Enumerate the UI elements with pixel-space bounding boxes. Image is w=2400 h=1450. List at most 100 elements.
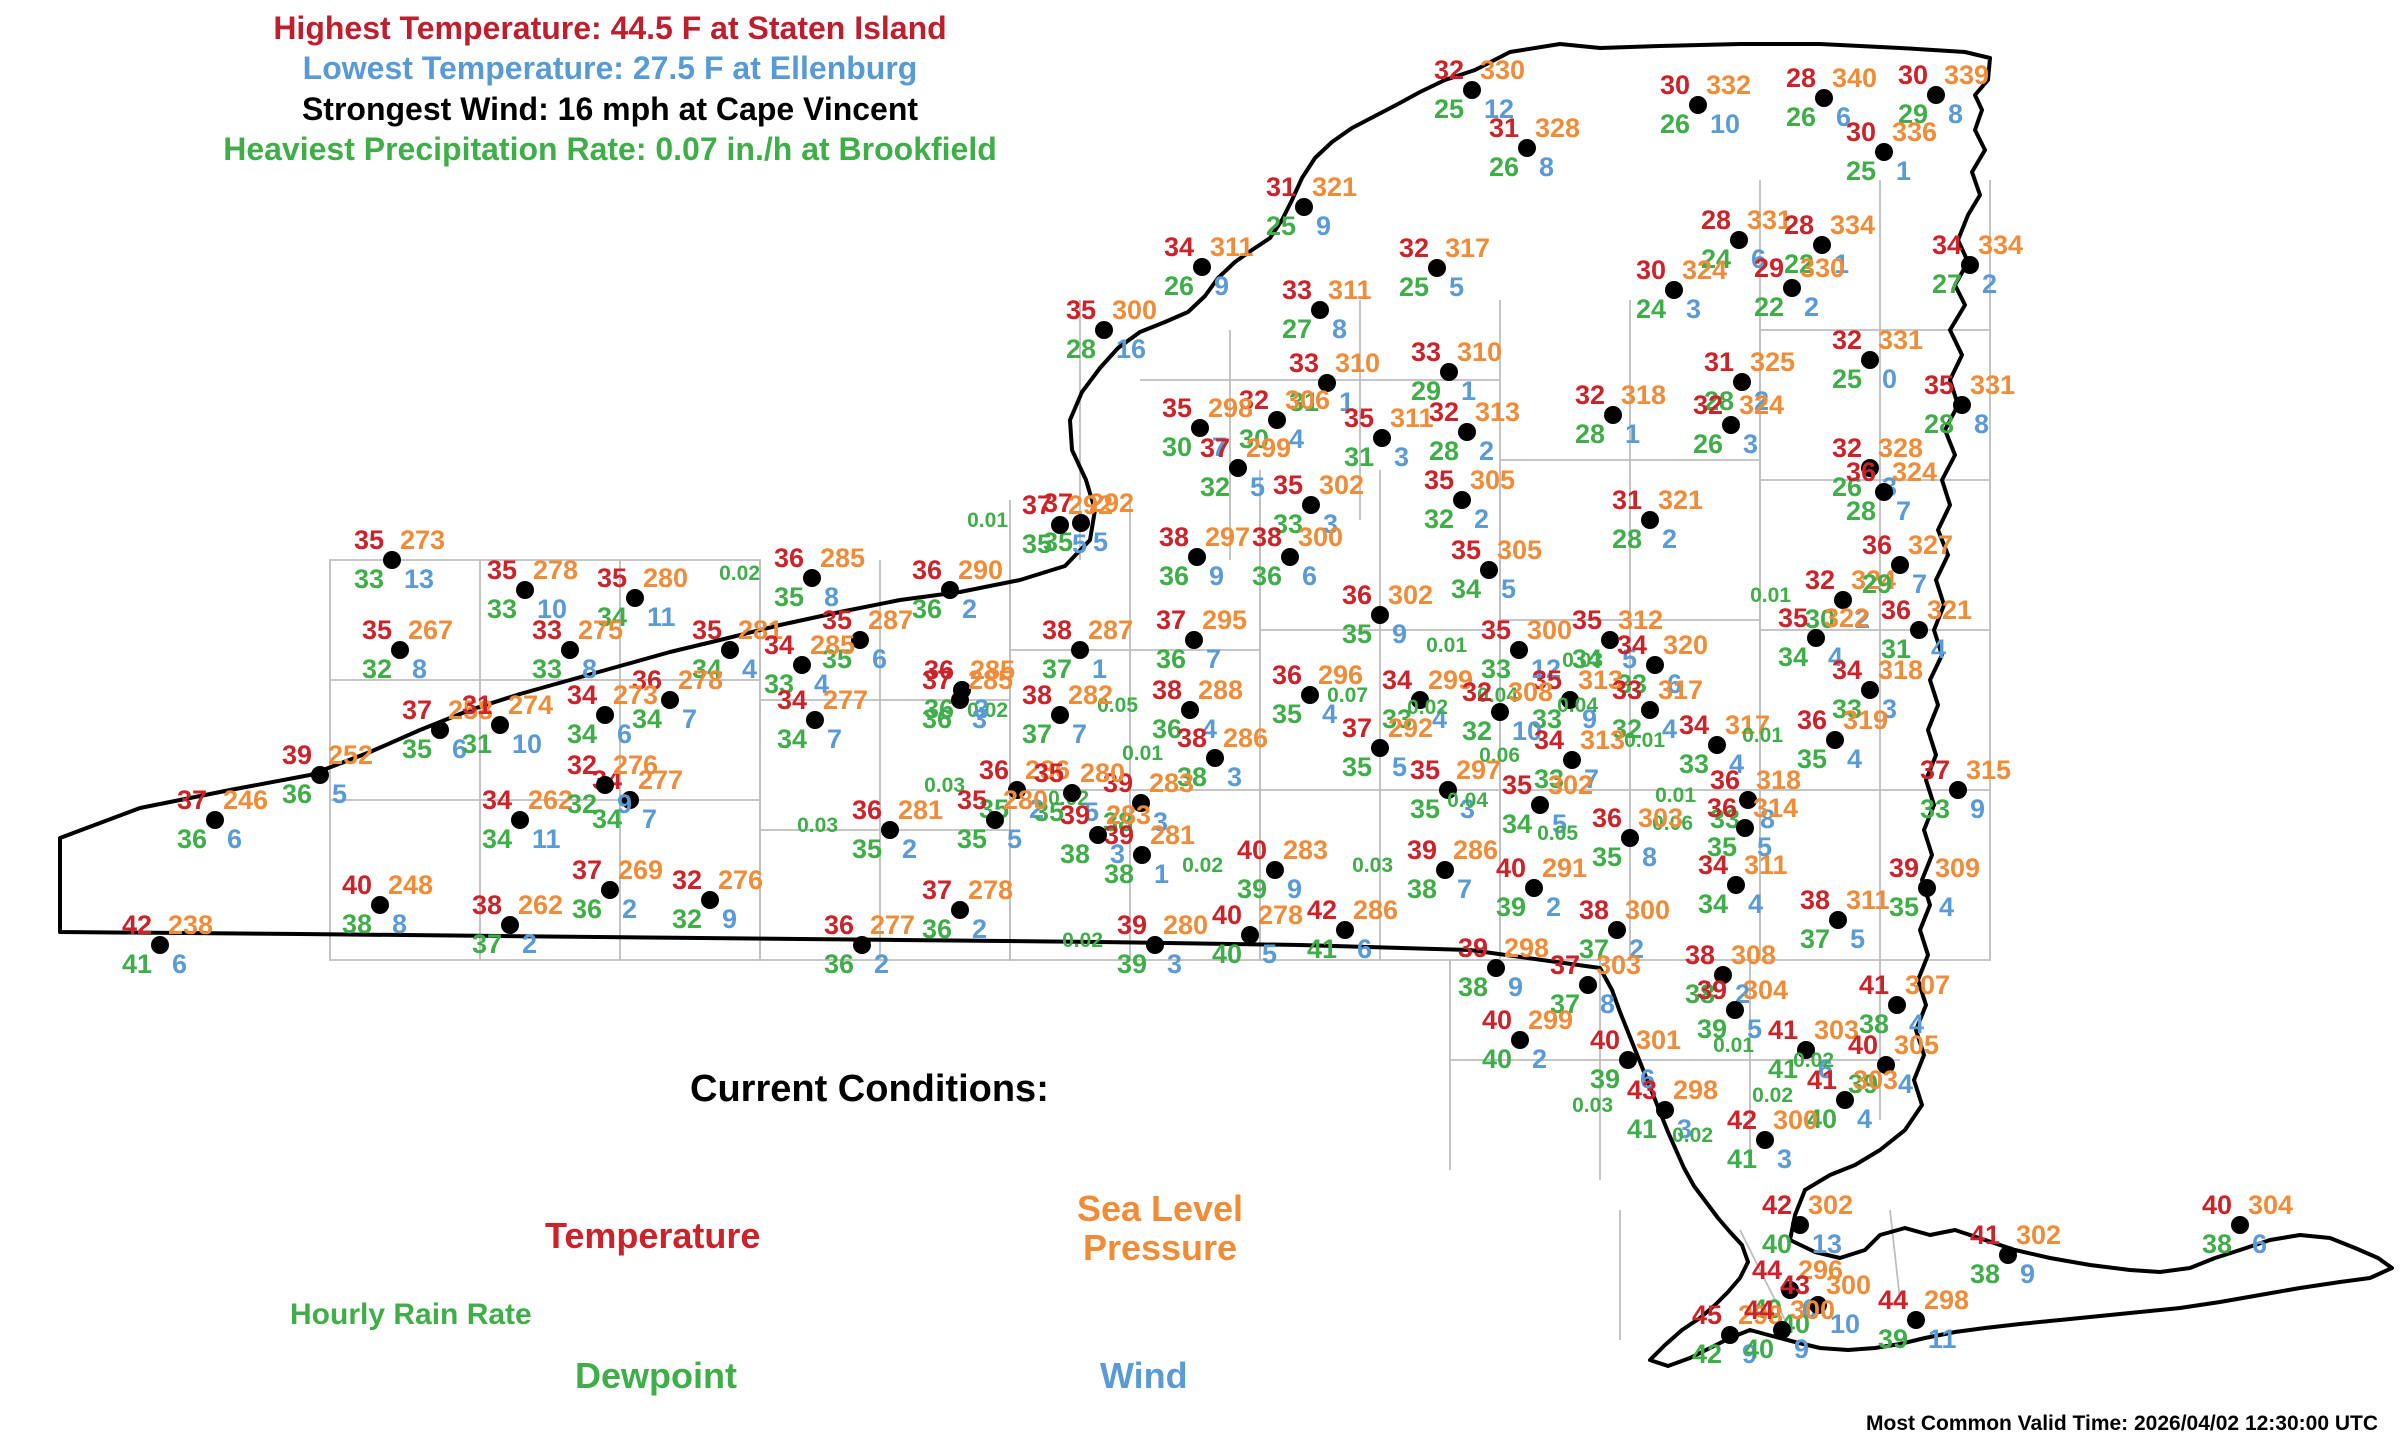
station-dot-icon (1463, 81, 1481, 99)
station-rain-rate: 0.03 (797, 814, 838, 837)
station-wind: 5 (1449, 272, 1465, 302)
station-wind: 3 (1110, 839, 1126, 869)
station-dot-icon (2231, 1216, 2249, 1234)
station-pressure: 300 (1112, 295, 1158, 325)
station-dot-icon (951, 901, 969, 919)
station-temperature: 41 (1806, 1065, 1837, 1095)
station-pressure: 331 (1747, 205, 1793, 235)
station-dot-icon (1518, 139, 1536, 157)
station-pressure: 282 (1068, 680, 1114, 710)
station-dewpoint: 33 (1678, 749, 1709, 779)
station-dot-icon (1373, 429, 1391, 447)
station-temperature: 33 (1611, 675, 1642, 705)
station-dewpoint: 31 (1343, 442, 1374, 472)
station-temperature: 40 (1847, 1030, 1878, 1060)
station-temperature: 32 (1574, 380, 1605, 410)
station-temperature: 39 (1406, 835, 1437, 865)
station-temperature: 39 (1059, 800, 1090, 830)
station-dot-icon (986, 811, 1004, 829)
station-temperature: 37 (571, 855, 602, 885)
station-dot-icon (1440, 363, 1458, 381)
station-pressure: 297 (1456, 755, 1502, 785)
station-rain-rate: 0.02 (967, 699, 1008, 722)
station-pressure: 277 (638, 765, 684, 795)
station-wind: 9 (1508, 972, 1524, 1002)
station-pressure: 313 (1580, 725, 1626, 755)
station-dot-icon (621, 791, 639, 809)
station-wind: 3 (1394, 442, 1410, 472)
station-dewpoint: 38 (1103, 859, 1134, 889)
station-pressure: 305 (1470, 465, 1516, 495)
station-pressure: 299 (1528, 1005, 1574, 1035)
station-dewpoint: 26 (1831, 472, 1862, 502)
station-pressure: 283 (1283, 835, 1329, 865)
station-wind: 1 (1092, 654, 1108, 684)
station-dot-icon (391, 641, 409, 659)
station-dot-icon (1641, 511, 1659, 529)
station-dot-icon (311, 766, 329, 784)
station-temperature: 37 (176, 785, 207, 815)
station-pressure: 330 (1800, 253, 1846, 283)
station-temperature: 37 (1042, 488, 1073, 518)
station-temperature: 35 (1409, 755, 1440, 785)
station-temperature: 32 (1461, 677, 1492, 707)
station-dot-icon (626, 589, 644, 607)
station-temperature: 33 (1281, 275, 1312, 305)
station-dewpoint: 35 (1796, 744, 1827, 774)
station-temperature: 38 (1041, 615, 1072, 645)
station-pressure: 278 (968, 875, 1014, 905)
station-dewpoint: 40 (1806, 1104, 1837, 1134)
station-dot-icon (1281, 548, 1299, 566)
station-temperature: 34 (1616, 630, 1647, 660)
station-pressure: 278 (678, 665, 724, 695)
station-dot-icon (1891, 556, 1909, 574)
station-wind: 4 (1847, 744, 1863, 774)
station-dewpoint: 33 (531, 654, 562, 684)
station-wind: 6 (1640, 1064, 1656, 1094)
station-wind: 2 (1754, 386, 1770, 416)
station-temperature: 38 (1251, 522, 1282, 552)
station-pressure: 300 (1527, 615, 1573, 645)
station-dot-icon (1739, 791, 1757, 809)
station-pressure: 288 (1198, 675, 1244, 705)
station-temperature: 28 (1783, 210, 1814, 240)
station-pressure: 302 (1548, 770, 1594, 800)
station-dewpoint: 38 (1858, 1009, 1889, 1039)
station-temperature: 39 (1102, 768, 1133, 798)
station-temperature: 30 (1635, 255, 1666, 285)
station-dot-icon (1525, 879, 1543, 897)
station-dot-icon (1781, 1281, 1799, 1299)
station-pressure: 296 (1798, 1255, 1844, 1285)
station-wind: 6 (2252, 1229, 2268, 1259)
station-dot-icon (151, 936, 169, 954)
station-wind: 8 (392, 909, 408, 939)
station-temperature: 35 (361, 615, 392, 645)
station-temperature: 40 (1589, 1025, 1620, 1055)
station-dewpoint: 36 (823, 949, 854, 979)
station-dot-icon (1480, 561, 1498, 579)
station-pressure: 311 (1390, 403, 1434, 433)
station-dot-icon (431, 721, 449, 739)
station-wind: 4 (1322, 699, 1338, 729)
station-temperature: 34 (566, 680, 597, 710)
station-wind: 3 (1460, 794, 1476, 824)
station-wind: 7 (1912, 569, 1928, 599)
station-rain-rate: 0.02 (1182, 854, 1223, 877)
station-pressure: 298 (1208, 393, 1254, 423)
station-dewpoint: 34 (566, 719, 597, 749)
station-temperature: 38 (1021, 680, 1052, 710)
station-temperature: 40 (1495, 853, 1526, 883)
station-temperature: 36 (978, 755, 1009, 785)
station-dot-icon (1188, 548, 1206, 566)
station-pressure: 309 (1935, 853, 1981, 883)
station-dewpoint: 41 (1767, 1054, 1798, 1084)
station-wind: 2 (1532, 1044, 1548, 1074)
station-pressure: 286 (1025, 755, 1071, 785)
station-temperature: 35 (353, 525, 384, 555)
station-dewpoint: 36 (571, 894, 602, 924)
station-pressure: 276 (718, 865, 764, 895)
station-temperature: 42 (1726, 1105, 1757, 1135)
station-dewpoint: 29 (1410, 376, 1441, 406)
station-dot-icon (1619, 1051, 1637, 1069)
station-pressure: 258 (448, 695, 494, 725)
